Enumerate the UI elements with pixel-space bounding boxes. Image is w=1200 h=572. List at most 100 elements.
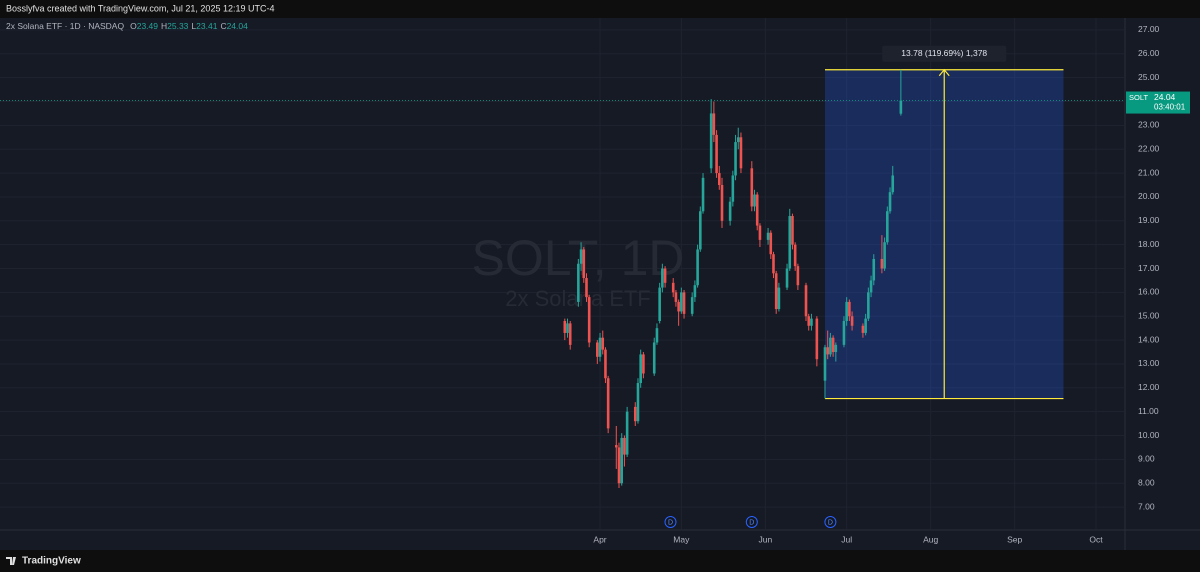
candle-body: [774, 273, 778, 310]
candle-body: [582, 249, 586, 279]
legend-value: 23.41: [196, 21, 218, 31]
x-tick-label: Oct: [1089, 534, 1103, 544]
candle-body: [623, 437, 626, 455]
candle-body: [823, 347, 827, 381]
measure-arrowhead: [938, 68, 950, 77]
legend-key: L: [191, 21, 196, 31]
footer-bar: [0, 550, 1200, 572]
candle-body: [709, 113, 713, 169]
x-tick-label: May: [673, 534, 690, 544]
candle-body: [883, 242, 886, 269]
y-tick-label: 27.00: [1138, 24, 1160, 34]
candle-body: [587, 297, 591, 343]
y-tick-label: 9.00: [1138, 454, 1155, 464]
candle-body: [831, 337, 835, 353]
candle-body: [834, 344, 838, 353]
candle-body: [796, 266, 800, 286]
candle-body: [652, 342, 656, 374]
y-tick-label: 20.00: [1138, 191, 1160, 201]
candle-body: [880, 258, 884, 269]
candle-body: [604, 349, 607, 379]
y-tick-label: 8.00: [1138, 477, 1155, 487]
y-tick-label: 14.00: [1138, 334, 1160, 344]
symbol-tag: [1126, 91, 1151, 104]
candle-body: [606, 378, 610, 429]
candle-body: [655, 328, 659, 343]
candle-body: [891, 175, 895, 193]
y-tick-label: 18.00: [1138, 239, 1160, 249]
dividend-label: D: [828, 519, 833, 526]
candle-body: [788, 216, 792, 269]
candle-body: [772, 254, 775, 274]
candle-body: [712, 113, 716, 135]
candle-body: [829, 337, 832, 355]
legend-key: O: [130, 21, 137, 31]
dividend-marker: [664, 516, 677, 528]
x-tick-label: Sep: [1007, 534, 1022, 544]
candle-body: [663, 268, 667, 283]
candle-body: [642, 354, 645, 374]
candle-body: [793, 244, 797, 267]
legend-key: H: [161, 21, 167, 31]
candle-body: [639, 354, 642, 384]
y-tick-label: 23.00: [1138, 120, 1160, 130]
candle-body: [677, 301, 680, 312]
candle-body: [755, 194, 759, 226]
legend-value: 23.49: [137, 21, 159, 31]
candle-body: [766, 232, 770, 240]
legend-value: 25.33: [167, 21, 189, 31]
grid: [0, 18, 1125, 530]
y-tick-label: 10.00: [1138, 430, 1160, 440]
candle-body: [696, 249, 699, 286]
candle-body: [888, 192, 892, 212]
candle-body: [886, 211, 889, 243]
candle-body: [568, 323, 572, 345]
last-price: 24.04: [1154, 92, 1176, 102]
candle-body: [861, 325, 865, 333]
candle-body: [577, 263, 580, 302]
countdown: 03:40:01: [1154, 103, 1186, 112]
candle-body: [864, 318, 867, 333]
candle-body: [758, 225, 762, 240]
candle-body: [739, 137, 743, 169]
candle-body: [682, 292, 686, 314]
dividend-marker: [824, 516, 837, 528]
candle-body: [585, 278, 588, 298]
x-tick-label: Jun: [758, 534, 772, 544]
footer-logo: TradingView: [22, 556, 81, 567]
y-tick-label: 15.00: [1138, 310, 1160, 320]
candle-body: [807, 316, 811, 326]
top-bar: [0, 0, 1200, 18]
candle-body: [636, 383, 640, 422]
y-tick-label: 25.00: [1138, 72, 1160, 82]
candle-body: [848, 301, 851, 317]
candle-body: [826, 347, 829, 355]
candle-body: [750, 168, 754, 207]
y-tick-label: 12.00: [1138, 382, 1160, 392]
x-tick-label: Jul: [841, 534, 852, 544]
candle-body: [842, 321, 846, 345]
candle-body: [701, 177, 705, 212]
candle-body: [625, 411, 629, 455]
candle-body: [845, 301, 848, 322]
dividend-label: D: [749, 519, 754, 526]
y-tick-label: 7.00: [1138, 501, 1155, 511]
candle-body: [601, 337, 605, 350]
y-tick-label: 16.00: [1138, 287, 1160, 297]
candle-body: [804, 285, 808, 317]
credit: Bosslyfva created with TradingView.com, …: [6, 3, 274, 13]
candle-body: [791, 216, 794, 245]
candle-body: [777, 287, 781, 310]
measure-label-bg: [882, 45, 1007, 62]
candle-body: [736, 137, 740, 143]
candle-body: [720, 185, 724, 221]
dividend-label: D: [668, 519, 673, 526]
candle-body: [869, 280, 873, 293]
candle-body: [850, 316, 854, 326]
candle-body: [872, 258, 876, 281]
candle-body: [579, 249, 583, 264]
legend-key: C: [220, 21, 226, 31]
y-tick-label: 22.00: [1138, 143, 1160, 153]
candle-body: [658, 287, 661, 322]
dividend-marker: [745, 516, 758, 528]
